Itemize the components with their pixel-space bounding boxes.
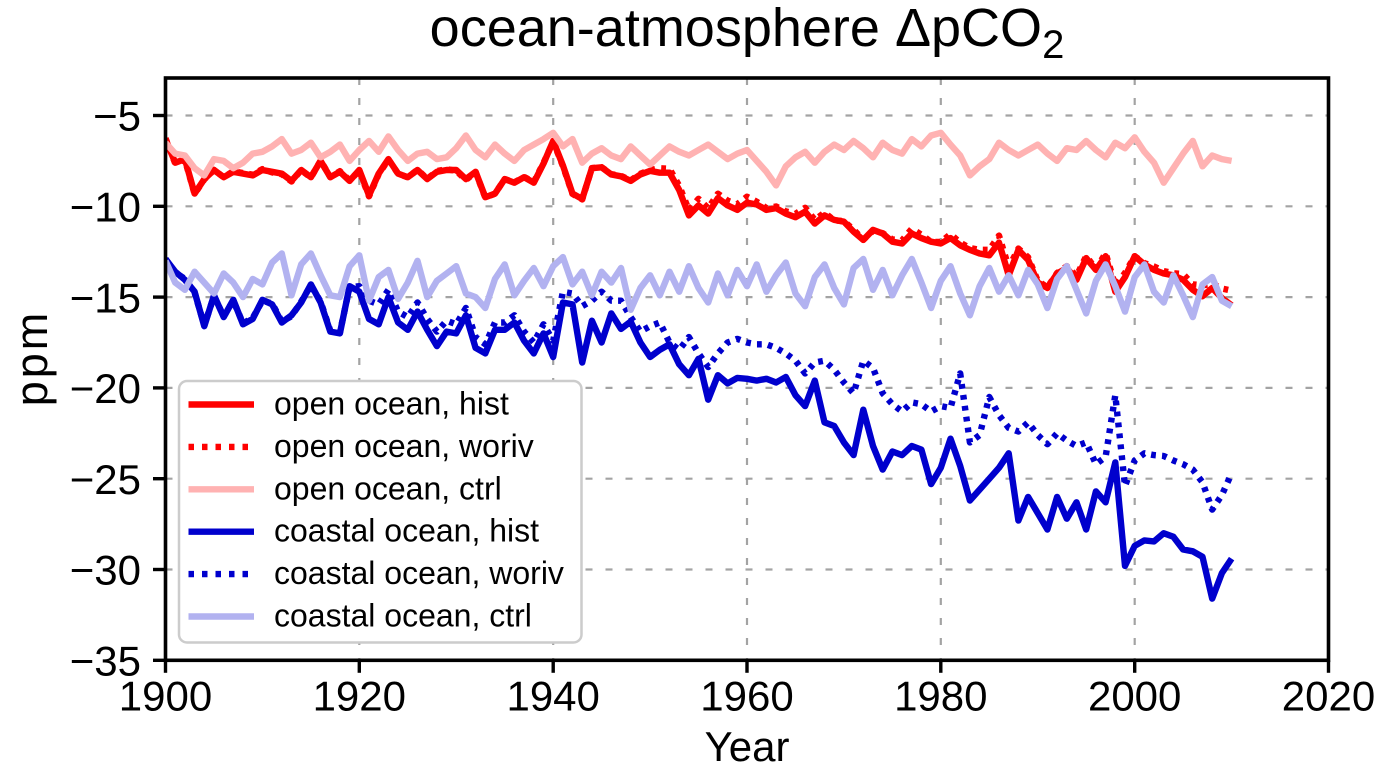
svg-text:Year: Year: [705, 723, 790, 766]
svg-text:1920: 1920: [313, 673, 406, 720]
svg-text:open ocean, ctrl: open ocean, ctrl: [274, 470, 502, 506]
svg-text:coastal ocean, ctrl: coastal ocean, ctrl: [274, 598, 532, 634]
svg-text:open ocean, hist: open ocean, hist: [274, 386, 509, 422]
svg-text:−25: −25: [70, 456, 141, 503]
svg-text:coastal ocean, woriv: coastal ocean, woriv: [274, 555, 564, 591]
svg-text:−35: −35: [70, 638, 141, 685]
svg-text:open ocean, woriv: open ocean, woriv: [274, 428, 534, 464]
svg-text:ocean-atmosphere ΔpCO2: ocean-atmosphere ΔpCO2: [430, 0, 1065, 67]
svg-text:1980: 1980: [894, 673, 987, 720]
svg-text:1900: 1900: [119, 673, 212, 720]
svg-text:−30: −30: [70, 547, 141, 594]
svg-text:coastal ocean, hist: coastal ocean, hist: [274, 513, 539, 549]
svg-text:1960: 1960: [700, 673, 793, 720]
svg-text:−15: −15: [70, 274, 141, 321]
svg-text:2000: 2000: [1088, 673, 1181, 720]
svg-text:1940: 1940: [506, 673, 599, 720]
svg-text:−20: −20: [70, 365, 141, 412]
svg-text:2020: 2020: [1282, 673, 1375, 720]
svg-text:ppm: ppm: [6, 310, 57, 407]
svg-text:−10: −10: [70, 184, 141, 231]
svg-text:−5: −5: [93, 93, 141, 140]
